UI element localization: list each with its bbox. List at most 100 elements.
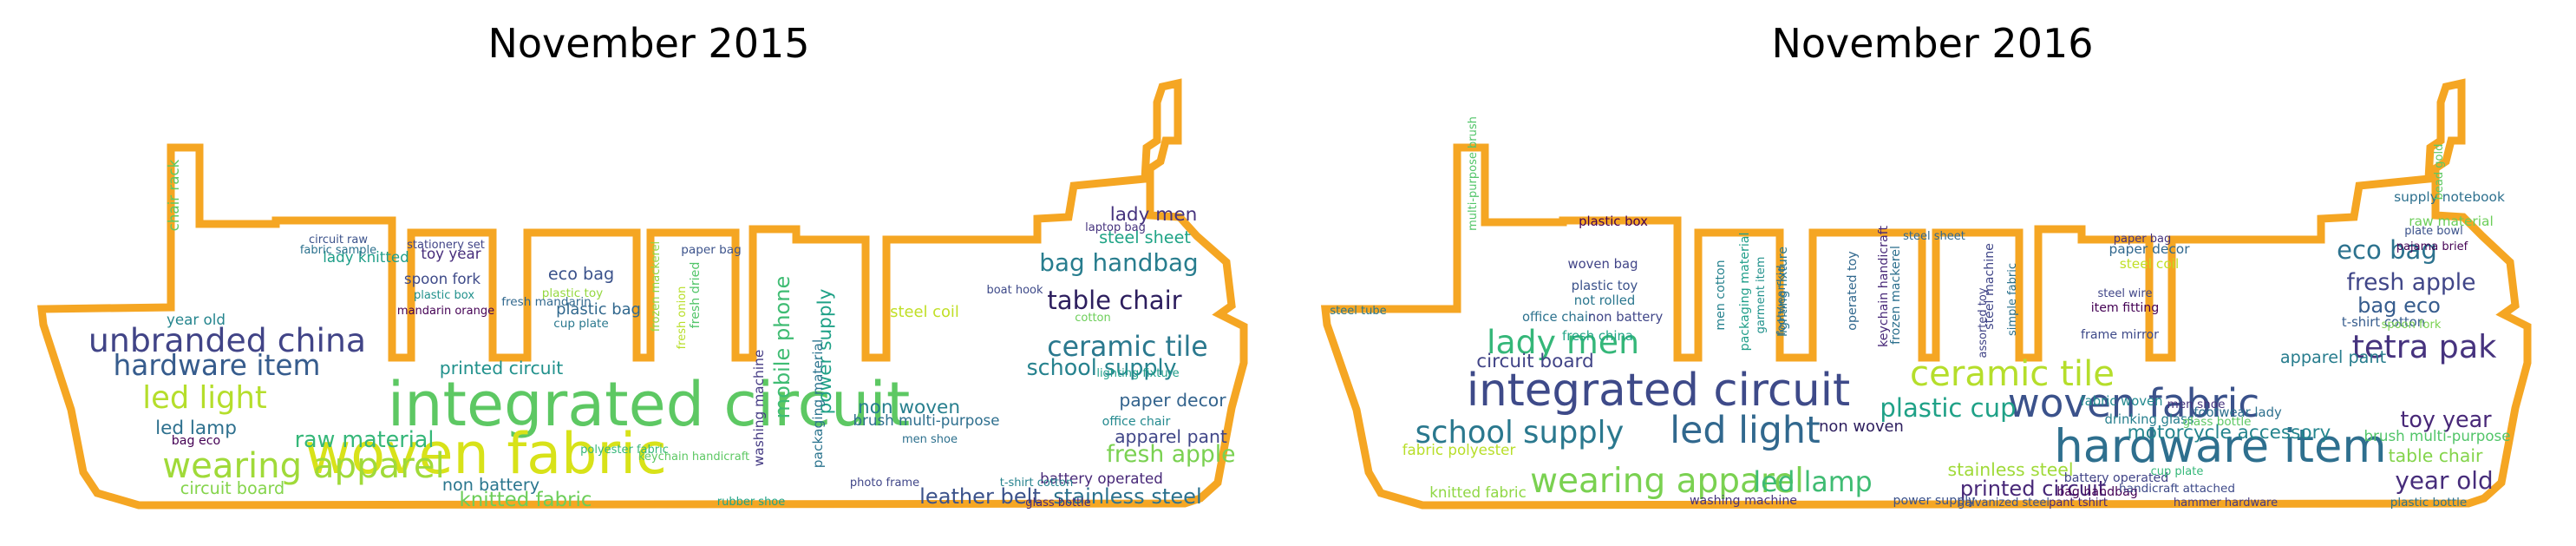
word-lady-men: lady men xyxy=(1110,204,1198,226)
word-knitted-fabric: knitted fabric xyxy=(1429,484,1527,501)
word-wearing-apparel: wearing apparel xyxy=(162,446,444,486)
word-men-cotton: men cotton xyxy=(1714,260,1728,330)
word-motorcycle-accessory: motorcycle accessory xyxy=(2128,422,2331,444)
word-hardware-item: hardware item xyxy=(2054,420,2386,473)
word-paper-bag: paper bag xyxy=(681,243,741,257)
word-paper-decor: paper decor xyxy=(2109,241,2190,257)
word-fresh-mandarin: fresh mandarin xyxy=(501,295,592,309)
word-fabric-woven: fabric woven xyxy=(2080,394,2162,409)
word-paper-decor: paper decor xyxy=(1119,390,1226,411)
word-plastic-toy: plastic toy xyxy=(1572,279,1638,293)
word-woven-bag: woven bag xyxy=(1568,257,1638,272)
word-raw-material: raw material xyxy=(2409,214,2493,229)
word-year-old: year old xyxy=(2395,466,2493,495)
word-table-chair: table chair xyxy=(1047,286,1181,315)
word-glass-bottle: glass bottle xyxy=(1025,497,1091,510)
word-pant-tshirt: pant tshirt xyxy=(2049,497,2108,510)
word-not-rolled: not rolled xyxy=(1574,293,1635,308)
word-packaging-material: packaging material xyxy=(810,339,826,468)
word-hardware-item: hardware item xyxy=(114,349,321,382)
word-bead-gold: bead gold xyxy=(2433,144,2446,201)
word-plastic-bottle: plastic bottle xyxy=(2390,496,2467,510)
word-wearing-apparel: wearing apparel xyxy=(1530,462,1804,501)
word-office-chair: office chair xyxy=(1102,415,1171,429)
word-bag-eco: bag eco xyxy=(2357,293,2441,318)
word-glass-bottle: glass bottle xyxy=(2183,415,2252,429)
word-washing-machine: washing machine xyxy=(1690,494,1797,508)
word-steel-wire: steel wire xyxy=(2098,287,2153,300)
word-steel-sheet: steel sheet xyxy=(1099,227,1191,247)
word-spoon-fork: spoon fork xyxy=(404,270,481,287)
word-cup-plate: cup plate xyxy=(553,317,608,331)
word-frozen-mackerel: frozen mackerel xyxy=(1889,246,1903,345)
word-integrated-circuit: integrated circuit xyxy=(388,369,911,440)
word-multi-purpose-brush: multi-purpose brush xyxy=(1467,116,1480,231)
word-packaging-material: packaging material xyxy=(1738,233,1752,352)
word-galvanized-steel: galvanized steel xyxy=(1958,497,2050,510)
word-fresh-dried: fresh dried xyxy=(689,262,703,329)
word-knitted-fabric: knitted fabric xyxy=(460,489,592,511)
word-supply-notebook: supply notebook xyxy=(2394,189,2505,205)
word-steel-tube: steel tube xyxy=(1330,305,1386,318)
word-non-woven: non woven xyxy=(858,397,960,418)
word-unbranded-china: unbranded china xyxy=(88,321,366,359)
word-school-supply: school supply xyxy=(1026,354,1176,380)
word-led-lamp: led lamp xyxy=(155,418,237,439)
word-pajama-brief: pajama brief xyxy=(2396,240,2468,253)
word-led-lamp: led lamp xyxy=(1753,467,1872,498)
word-bag-eco: bag eco xyxy=(172,434,220,448)
wordcloud-panel-2016: November 2016 integrated circuit hardware… xyxy=(1320,20,2532,510)
word-led-light: led light xyxy=(1670,409,1820,452)
word-brush-multi-purpose: brush multi-purpose xyxy=(853,411,999,429)
word-brush-multi-purpose: brush multi-purpose xyxy=(2364,427,2510,444)
word-fresh-onion: fresh onion xyxy=(676,286,689,350)
word-ceramic-tile: ceramic tile xyxy=(1910,354,2115,394)
word-battery-operated: battery operated xyxy=(1040,470,1163,487)
word-rubber-shoe: rubber shoe xyxy=(717,496,786,509)
word-assorted-toy: assorted toy xyxy=(1977,287,1990,358)
word-table-chair: table chair xyxy=(2389,445,2483,466)
word-drinking-glass: drinking glass xyxy=(2104,412,2194,427)
word-plastic-bag: plastic bag xyxy=(556,300,641,319)
word-plastic-cup: plastic cup xyxy=(1880,393,2016,423)
panel-title-2016: November 2016 xyxy=(1772,20,2094,67)
word-office-chair: office chair xyxy=(1522,310,1594,325)
word-woven-fabric: woven fabric xyxy=(2008,380,2259,426)
word-eco-bag: eco bag xyxy=(548,264,614,284)
word-circuit-board: circuit board xyxy=(1476,351,1594,372)
word-boat-hook: boat hook xyxy=(986,284,1043,297)
ship-outline-2015 xyxy=(36,78,1248,510)
word-led-light: led light xyxy=(142,380,266,416)
word-printed-circuit: printed circuit xyxy=(1960,477,2106,501)
word-leather-belt: leather belt xyxy=(919,484,1041,509)
word-lady-men: lady men xyxy=(1487,323,1639,361)
panel-title-2015: November 2015 xyxy=(488,20,810,67)
word-cup-plate: cup plate xyxy=(2151,465,2204,478)
word-plastic-box: plastic box xyxy=(1579,214,1648,229)
word-frozen-mackerel: frozen mackerel xyxy=(650,241,663,332)
word-garment-item: garment item xyxy=(1755,257,1768,334)
word-non-woven: non woven xyxy=(1819,418,1904,436)
word-handicraft-attached: handicraft attached xyxy=(2119,482,2235,496)
word-footwear-kid: footwear kid xyxy=(1775,265,1788,335)
word-keychain-handicraft: keychain handicraft xyxy=(1877,226,1891,347)
word-keychain-handicraft: keychain handicraft xyxy=(638,451,749,464)
word-stainless-steel: stainless steel xyxy=(1053,484,1201,509)
word-footwear-lady: footwear lady xyxy=(2194,405,2282,420)
word-stainless-steel: stainless steel xyxy=(1947,459,2073,480)
word-raw-material: raw material xyxy=(295,426,435,452)
word-polyester-fabric: polyester fabric xyxy=(580,444,669,457)
word-toy-year: toy year xyxy=(421,245,481,262)
word-plastic-toy: plastic toy xyxy=(542,286,603,300)
word-apparel-pant: apparel pant xyxy=(2280,347,2387,367)
word-integrated-circuit: integrated circuit xyxy=(1467,365,1850,417)
word-year-old: year old xyxy=(167,311,226,328)
word-operated-toy: operated toy xyxy=(1846,251,1860,330)
word-mandarin-orange: mandarin orange xyxy=(397,305,494,318)
word-bag-handbag: bag handbag xyxy=(1039,248,1198,277)
word-eco-bag: eco bag xyxy=(2337,235,2437,265)
word-circuit-raw: circuit raw xyxy=(309,234,368,247)
